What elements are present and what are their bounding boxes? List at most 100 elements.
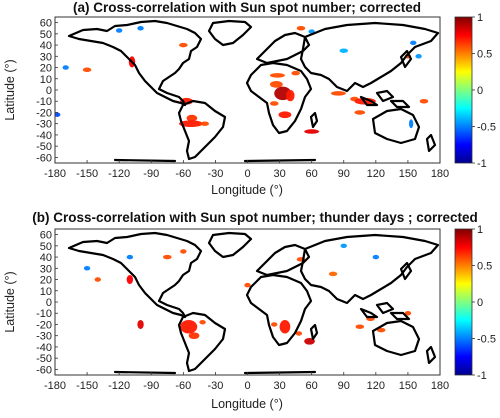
y-tick-label: 50	[40, 241, 52, 253]
x-tick-label: 30	[273, 380, 285, 392]
panel-a-x-label: Longitude (°)	[211, 183, 283, 197]
y-tick-label: -30	[36, 331, 52, 343]
x-tick-label: 150	[399, 380, 417, 392]
x-tick-label: -120	[108, 168, 130, 180]
x-tick-label: 60	[306, 380, 318, 392]
correlation-region	[186, 114, 198, 122]
panel-a-colorbar	[454, 16, 473, 164]
colorbar-tick-label: 1	[477, 224, 483, 236]
panel-b: (b) Cross-correlation with Sun spot numb…	[3, 210, 496, 411]
correlation-region	[55, 112, 61, 117]
correlation-region	[304, 129, 320, 134]
correlation-region	[269, 101, 279, 106]
correlation-region	[180, 319, 198, 334]
panel-a-title: (a) Cross-correlation with Sun spot numb…	[73, 0, 421, 15]
colorbar-tick-label: 0.5	[477, 261, 492, 273]
correlation-region	[269, 73, 285, 78]
y-tick-label: 30	[40, 263, 52, 275]
correlation-region	[244, 282, 251, 288]
x-tick-label: 90	[338, 168, 350, 180]
correlation-region	[271, 322, 278, 327]
correlation-region	[419, 98, 429, 104]
x-tick-label: -180	[44, 168, 66, 180]
x-tick-label: 0	[244, 168, 250, 180]
panel-b-y-label: Latitude (°)	[3, 271, 17, 332]
panel-a: (a) Cross-correlation with Sun spot numb…	[3, 0, 496, 197]
y-tick-label: -30	[36, 119, 52, 131]
y-tick-label: 0	[46, 297, 52, 309]
y-tick-label: 20	[40, 275, 52, 287]
y-tick-label: -20	[36, 107, 52, 119]
correlation-region	[94, 277, 101, 282]
x-tick-label: -30	[207, 168, 223, 180]
correlation-region	[62, 65, 69, 70]
x-tick-label: -60	[175, 168, 191, 180]
correlation-region	[286, 90, 295, 102]
panel-b-colorbar	[454, 228, 473, 376]
y-tick-label: 10	[40, 286, 52, 298]
x-tick-label: 120	[367, 168, 385, 180]
correlation-region	[200, 121, 210, 126]
x-tick-label: 0	[244, 380, 250, 392]
panel-b-plot-area	[55, 229, 440, 375]
colorbar-tick-label: 0.5	[477, 49, 492, 61]
panel-a-x-ticks: -180 -150 -120 -90 -60 -30 0 30 60 90 120 150 180	[44, 160, 449, 180]
x-tick-label: -150	[76, 380, 98, 392]
correlation-region	[328, 271, 338, 277]
x-tick-label: -30	[207, 380, 223, 392]
correlation-region	[355, 324, 365, 329]
x-tick-label: -60	[175, 380, 191, 392]
y-tick-label: -40	[36, 342, 52, 354]
y-tick-label: -10	[36, 96, 52, 108]
correlation-region	[137, 25, 144, 31]
correlation-region	[376, 327, 386, 333]
correlation-region	[354, 110, 366, 115]
y-tick-label: 20	[40, 63, 52, 75]
correlation-region	[372, 254, 380, 260]
x-tick-label: 120	[367, 380, 385, 392]
correlation-region	[179, 42, 188, 48]
correlation-region	[339, 48, 349, 53]
y-tick-label: 60	[40, 18, 52, 30]
colorbar-tick-label: 0	[477, 85, 483, 97]
y-tick-label: 30	[40, 51, 52, 63]
correlation-region	[415, 54, 422, 59]
x-tick-label: -90	[143, 380, 159, 392]
y-tick-label: -60	[36, 152, 52, 164]
correlation-region	[404, 310, 412, 316]
panel-b-x-label: Longitude (°)	[211, 397, 283, 411]
correlation-region	[188, 332, 200, 340]
panel-a-colorbar-ticks: 1 0.5 0 -0.5 -1	[472, 12, 496, 170]
colorbar-tick-label: -1	[477, 370, 487, 382]
correlation-region	[180, 249, 187, 254]
y-tick-label: -60	[36, 364, 52, 376]
correlation-region	[408, 119, 414, 129]
colorbar-tick-label: 0	[477, 297, 483, 309]
correlation-region	[279, 319, 291, 334]
correlation-region	[163, 254, 172, 260]
correlation-region	[269, 81, 283, 88]
correlation-region	[340, 243, 347, 249]
y-tick-label: -40	[36, 130, 52, 142]
panel-b-colorbar-ticks: 1 0.5 0 -0.5 -1	[472, 224, 496, 382]
x-tick-label: 90	[338, 380, 350, 392]
correlation-region	[291, 70, 300, 76]
y-tick-label: 40	[40, 40, 52, 52]
x-tick-label: 180	[431, 168, 449, 180]
y-tick-label: -50	[36, 353, 52, 365]
panel-a-plot-area	[55, 17, 440, 163]
y-tick-label: 60	[40, 230, 52, 242]
y-tick-label: 0	[46, 85, 52, 97]
x-tick-label: 60	[306, 168, 318, 180]
correlation-region	[83, 266, 91, 271]
colorbar-tick-label: -0.5	[477, 122, 496, 134]
correlation-region	[295, 331, 303, 336]
x-tick-label: 30	[273, 168, 285, 180]
colorbar-tick-label: 1	[477, 12, 483, 24]
correlation-region	[137, 319, 144, 329]
correlation-region	[296, 25, 306, 31]
colorbar-tick-label: -1	[477, 158, 487, 170]
